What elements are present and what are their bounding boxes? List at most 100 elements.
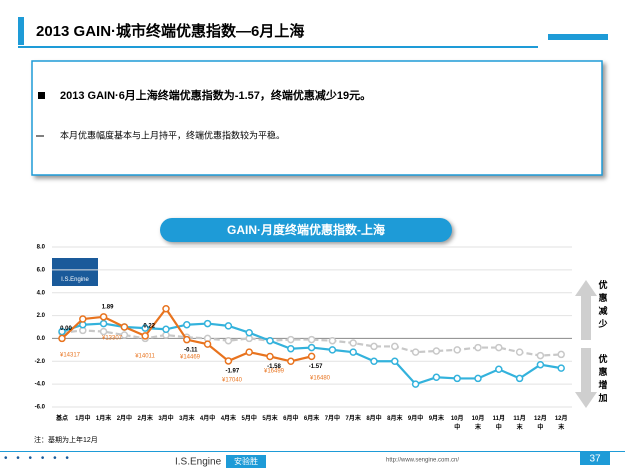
point	[307, 352, 316, 361]
point	[162, 304, 170, 313]
logo	[52, 258, 98, 286]
x-tick-label: 5月中	[242, 414, 257, 422]
x-tick-label: 10月末	[472, 414, 485, 431]
bullet	[38, 92, 45, 99]
price-label: ¥14317	[60, 353, 81, 359]
x-tick-label: 6月末	[304, 414, 320, 422]
point	[245, 348, 253, 356]
point	[245, 328, 253, 337]
point	[349, 339, 357, 347]
x-tick-label: 8月末	[387, 414, 403, 422]
data-label: 1.89	[102, 304, 114, 310]
point	[79, 315, 87, 323]
point	[474, 374, 482, 383]
y-tick-label: 8.0	[37, 245, 46, 251]
x-tick-label: 5月末	[262, 414, 278, 422]
point	[411, 380, 420, 388]
point	[120, 323, 129, 331]
x-tick-label: 7月中	[325, 414, 340, 422]
x-tick-label: 1月末	[96, 414, 112, 422]
price-label: ¥17040	[222, 378, 243, 384]
data-label: 0.22	[143, 323, 155, 329]
chart-title: GAIN·月度终端优惠指数-上海	[227, 222, 385, 237]
point	[536, 360, 545, 369]
x-tick-label: 2月末	[138, 414, 154, 422]
title-accent	[18, 17, 24, 45]
x-tick-label: 1月中	[75, 414, 90, 422]
y-tick-label: 6.0	[37, 267, 46, 273]
arrow-down	[575, 348, 597, 408]
point	[287, 357, 295, 366]
page-number: 37	[589, 454, 601, 465]
point	[432, 373, 441, 382]
headline: 2013 GAIN·6月上海终端优惠指数为-1.57，终端优惠减少19元。	[60, 88, 371, 102]
point	[328, 346, 337, 354]
data-label: -1.58	[267, 364, 281, 370]
rule	[548, 34, 608, 40]
y-tick-label: 2.0	[37, 313, 46, 319]
point	[370, 342, 378, 351]
point	[99, 327, 108, 336]
badge	[226, 455, 266, 468]
summary-box	[31, 60, 603, 176]
y-tick-label: 4.0	[37, 290, 46, 296]
point	[203, 319, 212, 328]
arrow-up	[575, 280, 597, 340]
x-tick-label: 10月中	[451, 414, 464, 431]
footer-badge: 安验胜	[234, 456, 258, 466]
dots: • • • • • •	[4, 453, 72, 464]
point	[99, 319, 108, 328]
x-tick-label: 8月中	[366, 414, 381, 422]
point	[266, 352, 274, 361]
y-tick-label: -6.0	[35, 405, 46, 411]
point	[141, 332, 149, 340]
slide-title: 2013 GAIN·城市终端优惠指数—6月上海	[36, 22, 304, 40]
x-tick-label: 3月末	[179, 414, 195, 422]
point	[287, 335, 295, 344]
y-tick-label: 0.0	[37, 336, 46, 342]
footer-rule	[0, 451, 625, 452]
point	[307, 335, 316, 344]
x-tick-label: 12月中	[534, 414, 547, 431]
point	[307, 343, 316, 352]
point	[162, 325, 170, 334]
point	[495, 343, 503, 352]
data-label: -1.97	[226, 369, 240, 375]
point	[474, 343, 482, 352]
point	[536, 351, 545, 360]
point	[411, 348, 420, 356]
point	[224, 357, 233, 365]
price-label: ¥14011	[135, 354, 155, 360]
point	[557, 364, 565, 372]
point	[453, 346, 461, 354]
side-label: 优惠增加	[597, 353, 607, 403]
price-label: ¥14469	[180, 355, 201, 361]
point	[391, 357, 399, 366]
x-tick-label: 11月末	[513, 414, 525, 431]
point	[141, 324, 149, 332]
point	[287, 344, 295, 353]
price-label: ¥13307	[102, 336, 123, 342]
point	[58, 327, 66, 336]
point	[183, 320, 191, 329]
point	[432, 347, 441, 355]
data-label: 0.00	[60, 326, 72, 332]
price-label: ¥16480	[310, 376, 331, 382]
x-tick-label: 基点	[55, 414, 68, 422]
point	[120, 331, 129, 339]
y-tick-label: -2.0	[35, 359, 46, 365]
price-label: ¥16499	[264, 369, 285, 375]
point	[391, 342, 399, 351]
detail: 本月优惠幅度基本与上月持平，终端优惠指数较为平稳。	[60, 129, 285, 140]
data-label: -1.57	[309, 364, 323, 370]
footer-brand: I.S.Engine	[175, 457, 222, 468]
logo-text: I.S.Engine	[61, 277, 89, 283]
x-tick-label: 4月末	[221, 414, 237, 422]
x-tick-label: 6月中	[283, 414, 298, 422]
point	[515, 374, 524, 383]
y-tick-label: -4.0	[35, 382, 46, 388]
point	[515, 348, 524, 356]
point	[557, 350, 565, 359]
point	[224, 336, 233, 345]
